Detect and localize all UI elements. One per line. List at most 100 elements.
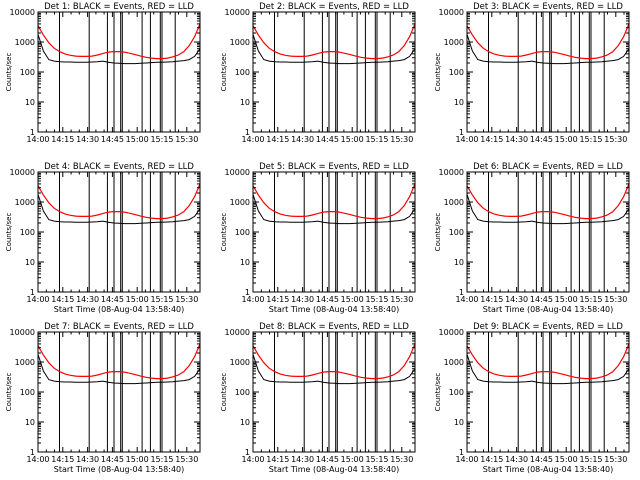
- x-tick-label: 14:45: [101, 135, 124, 144]
- x-tick-label: 15:30: [604, 295, 627, 304]
- x-tick-label: 14:30: [76, 295, 99, 304]
- lld-series-line: [466, 183, 630, 220]
- x-axis-label: Start Time (08-Aug-04 13:58:40): [269, 465, 400, 474]
- panel-title: Det 9: BLACK = Events, RED = LLD: [473, 322, 623, 332]
- x-tick-label: 14:15: [51, 455, 74, 464]
- panel-title: Det 6: BLACK = Events, RED = LLD: [473, 162, 623, 172]
- y-tick-label: 10: [25, 258, 35, 267]
- panel-title: Det 4: BLACK = Events, RED = LLD: [44, 162, 194, 172]
- y-tick-label: 1000: [230, 198, 250, 207]
- y-tick-label: 100: [20, 68, 35, 77]
- y-tick-label: 10: [240, 98, 250, 107]
- x-tick-label: 15:30: [604, 455, 627, 464]
- x-axis-label: Start Time (08-Aug-04 13:58:40): [54, 465, 185, 474]
- x-tick-label: 15:30: [175, 135, 198, 144]
- lld-series-line: [252, 23, 416, 60]
- x-tick-label: 14:30: [505, 135, 528, 144]
- events-series-line: [466, 194, 630, 225]
- x-tick-label: 15:30: [390, 455, 413, 464]
- y-tick-label: 100: [20, 228, 35, 237]
- y-tick-label: 10000: [10, 328, 35, 337]
- x-tick-label: 14:30: [291, 455, 314, 464]
- y-tick-label: 10: [25, 98, 35, 107]
- y-tick-label: 1: [459, 288, 464, 297]
- lld-series-line: [466, 23, 630, 60]
- y-tick-label: 1: [30, 448, 35, 457]
- x-tick-label: 15:15: [365, 135, 388, 144]
- y-axis-label: Counts/sec: [5, 373, 13, 412]
- y-axis-label: Counts/sec: [220, 213, 228, 252]
- x-tick-label: 14:00: [26, 295, 49, 304]
- y-tick-label: 1000: [444, 38, 464, 47]
- x-tick-label: 14:45: [101, 295, 124, 304]
- y-tick-label: 1: [245, 448, 250, 457]
- y-tick-label: 1: [30, 128, 35, 137]
- x-tick-label: 14:45: [530, 455, 553, 464]
- lld-series-line: [252, 343, 416, 380]
- x-axis-label: Start Time (08-Aug-04 13:58:40): [54, 305, 185, 314]
- x-tick-label: 14:15: [266, 295, 289, 304]
- y-axis-label: Counts/sec: [220, 53, 228, 92]
- x-tick-label: 14:15: [266, 135, 289, 144]
- x-tick-label: 14:15: [480, 455, 503, 464]
- y-tick-label: 1: [30, 288, 35, 297]
- x-tick-label: 15:00: [555, 295, 578, 304]
- x-tick-label: 15:30: [175, 295, 198, 304]
- x-axis-label: Start Time (08-Aug-04 13:58:40): [483, 465, 614, 474]
- panel-title: Det 2: BLACK = Events, RED = LLD: [259, 2, 409, 12]
- x-tick-label: 14:00: [241, 295, 264, 304]
- x-tick-label: 14:45: [316, 135, 339, 144]
- y-tick-label: 10000: [10, 8, 35, 17]
- lld-series-line: [37, 23, 201, 60]
- y-tick-label: 100: [235, 228, 250, 237]
- y-tick-label: 10000: [439, 8, 464, 17]
- x-tick-label: 15:15: [579, 295, 602, 304]
- x-tick-label: 14:45: [530, 295, 553, 304]
- y-tick-label: 1: [459, 128, 464, 137]
- y-tick-label: 1000: [444, 198, 464, 207]
- y-axis-label: Counts/sec: [220, 373, 228, 412]
- events-series-line: [37, 354, 201, 385]
- panel-title: Det 5: BLACK = Events, RED = LLD: [259, 162, 409, 172]
- detector-panel-4: 1 10 100 1000 10000 14:00 14:15 14:30 14:45 15:00…: [5, 162, 201, 314]
- y-tick-label: 1: [245, 128, 250, 137]
- y-tick-label: 1000: [15, 358, 35, 367]
- y-tick-label: 10000: [225, 8, 250, 17]
- x-tick-label: 15:30: [390, 295, 413, 304]
- x-tick-label: 14:15: [51, 135, 74, 144]
- x-tick-label: 14:15: [480, 135, 503, 144]
- x-tick-label: 14:30: [76, 135, 99, 144]
- y-axis-label: Counts/sec: [434, 213, 442, 252]
- x-tick-label: 14:15: [266, 455, 289, 464]
- y-axis-label: Counts/sec: [5, 213, 13, 252]
- y-tick-label: 10: [454, 418, 464, 427]
- panel-title: Det 8: BLACK = Events, RED = LLD: [259, 322, 409, 332]
- detector-panel-5: 1 10 100 1000 10000 14:00 14:15 14:30 14:45 15:00…: [220, 162, 416, 314]
- detector-panel-7: 1 10 100 1000 10000 14:00 14:15 14:30 14:45 15:00…: [5, 322, 201, 474]
- x-tick-label: 14:00: [455, 135, 478, 144]
- y-tick-label: 1000: [15, 198, 35, 207]
- events-series-line: [252, 34, 416, 65]
- x-axis-label: Start Time (08-Aug-04 13:58:40): [269, 305, 400, 314]
- x-tick-label: 14:00: [241, 455, 264, 464]
- x-tick-label: 14:00: [455, 455, 478, 464]
- detector-panel-8: 1 10 100 1000 10000 14:00 14:15 14:30 14:45 15:00…: [220, 322, 416, 474]
- x-tick-label: 15:00: [341, 455, 364, 464]
- x-tick-label: 14:00: [241, 135, 264, 144]
- panel-title: Det 3: BLACK = Events, RED = LLD: [473, 2, 623, 12]
- lld-series-line: [252, 183, 416, 220]
- detector-panel-6: 1 10 100 1000 10000 14:00 14:15 14:30 14:45 15:00…: [434, 162, 630, 314]
- events-series-line: [466, 354, 630, 385]
- events-series-line: [37, 34, 201, 65]
- x-tick-label: 15:15: [150, 455, 173, 464]
- lld-series-line: [37, 343, 201, 380]
- x-tick-label: 15:00: [341, 135, 364, 144]
- panel-title: Det 1: BLACK = Events, RED = LLD: [44, 2, 194, 12]
- x-tick-label: 14:15: [51, 295, 74, 304]
- y-tick-label: 100: [449, 228, 464, 237]
- panel-title: Det 7: BLACK = Events, RED = LLD: [44, 322, 194, 332]
- y-tick-label: 1: [459, 448, 464, 457]
- y-tick-label: 1000: [230, 38, 250, 47]
- x-tick-label: 15:15: [579, 135, 602, 144]
- x-tick-label: 15:00: [555, 135, 578, 144]
